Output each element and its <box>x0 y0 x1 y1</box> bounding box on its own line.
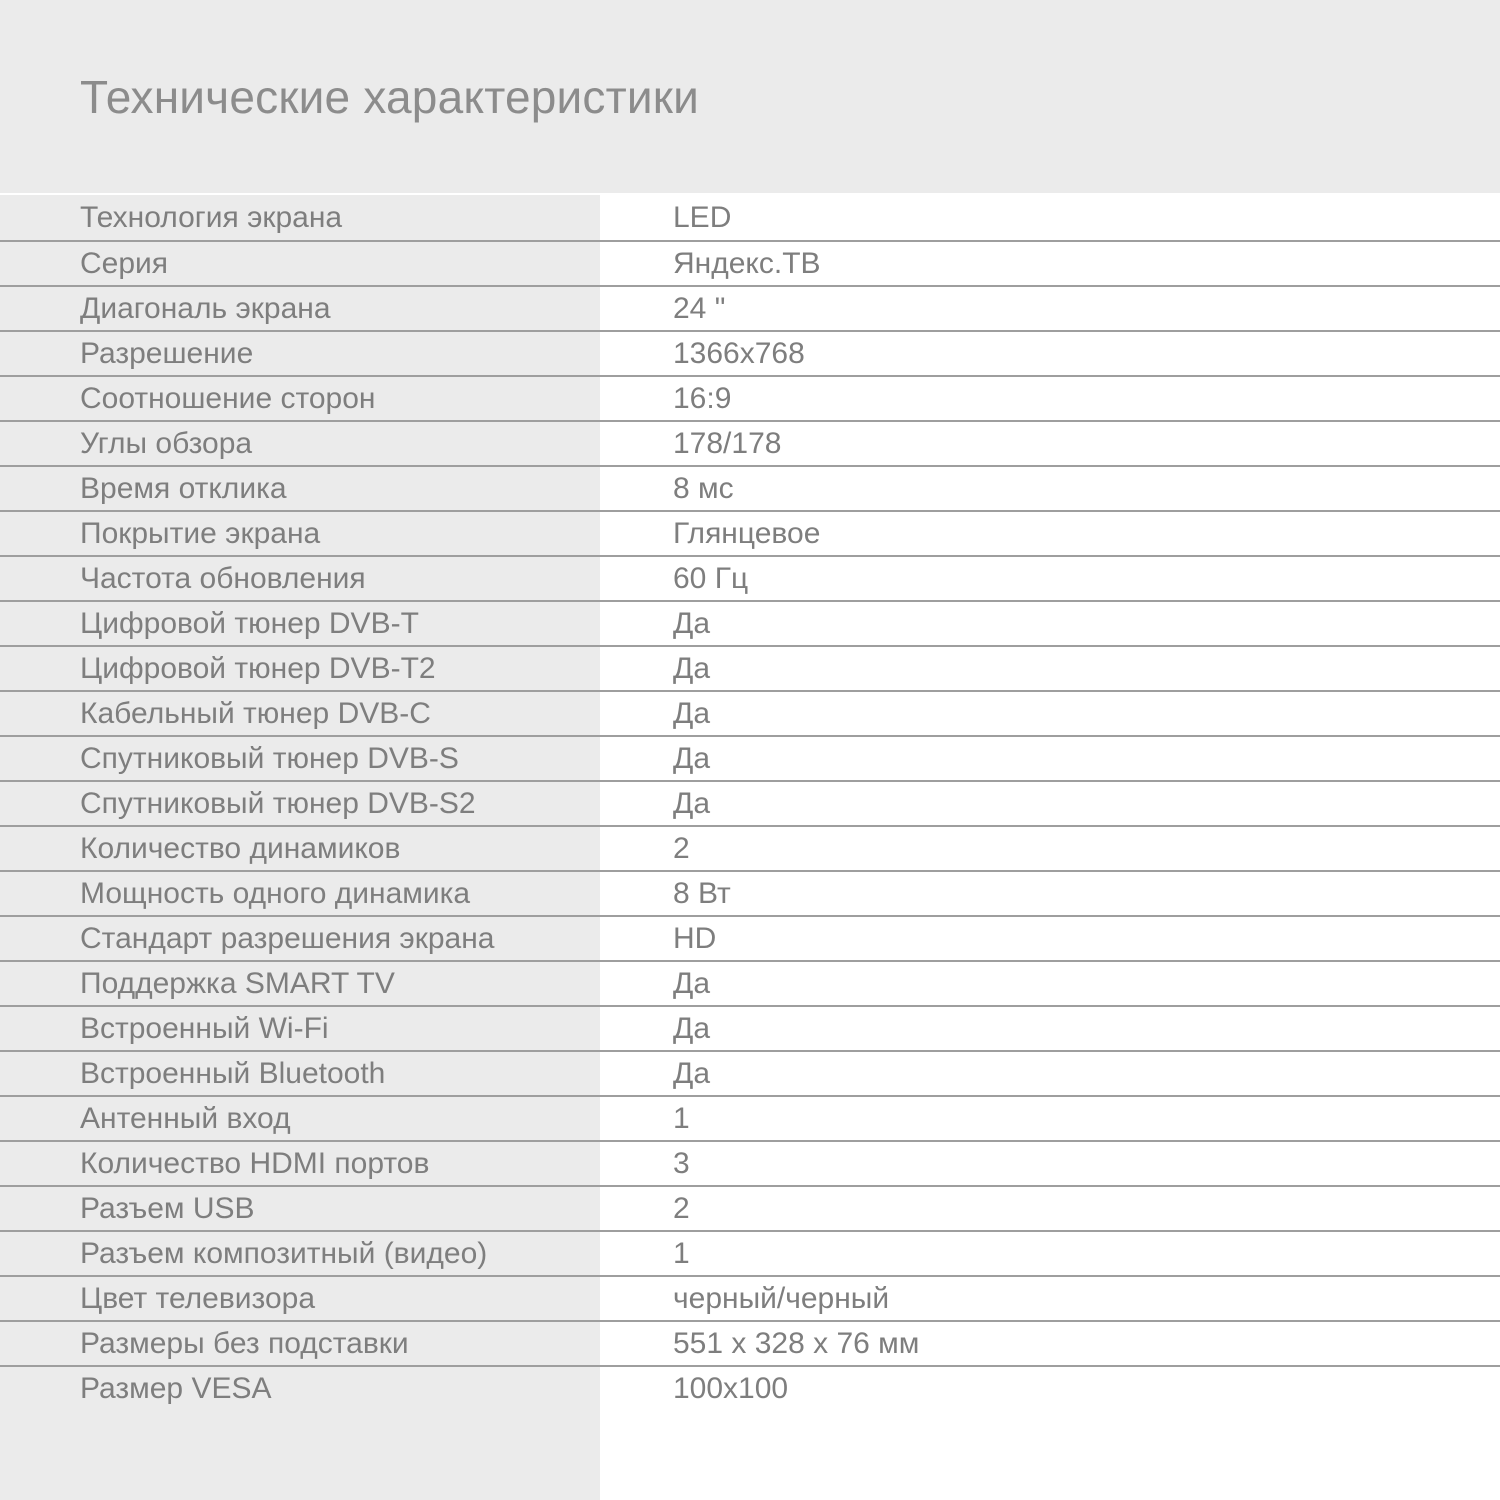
spec-value: 1 <box>673 1101 690 1135</box>
spec-row: Стандарт разрешения экрана HD <box>0 915 1500 960</box>
spec-row: Соотношение сторон 16:9 <box>0 375 1500 420</box>
spec-value: 8 мс <box>673 471 734 505</box>
spec-label: Спутниковый тюнер DVB-S <box>80 741 459 775</box>
spec-row: Частота обновления 60 Гц <box>0 555 1500 600</box>
spec-label: Технология экрана <box>80 200 343 234</box>
spec-value: 3 <box>673 1146 690 1180</box>
spec-row: Диагональ экрана 24 " <box>0 285 1500 330</box>
spec-value: 100x100 <box>673 1371 789 1405</box>
label-column-background <box>0 195 600 1500</box>
spec-value: Да <box>673 651 711 685</box>
spec-label: Мощность одного динамика <box>80 876 471 910</box>
spec-value: HD <box>673 921 717 955</box>
spec-value: Да <box>673 786 711 820</box>
spec-row: Спутниковый тюнер DVB-S Да <box>0 735 1500 780</box>
spec-value: Яндекс.ТВ <box>673 246 821 280</box>
spec-label: Количество HDMI портов <box>80 1146 430 1180</box>
spec-value: Да <box>673 741 711 775</box>
spec-value: 24 " <box>673 291 726 325</box>
spec-value: 551 x 328 x 76 мм <box>673 1326 920 1360</box>
spec-row: Количество динамиков 2 <box>0 825 1500 870</box>
spec-rows: Технология экрана LED Серия Яндекс.ТВ Диагон… <box>0 195 1500 1410</box>
spec-value: 16:9 <box>673 381 732 415</box>
spec-value: Да <box>673 1056 711 1090</box>
specs-table: Технология экрана LED Серия Яндекс.ТВ Диагон… <box>0 195 1500 1500</box>
spec-label: Разъем USB <box>80 1191 255 1225</box>
spec-row: Углы обзора 178/178 <box>0 420 1500 465</box>
spec-row: Встроенный Wi-Fi Да <box>0 1005 1500 1050</box>
spec-row: Покрытие экрана Глянцевое <box>0 510 1500 555</box>
spec-row: Цифровой тюнер DVB-T2 Да <box>0 645 1500 690</box>
spec-row: Количество HDMI портов 3 <box>0 1140 1500 1185</box>
spec-value: черный/черный <box>673 1281 890 1315</box>
spec-value: 1 <box>673 1236 690 1270</box>
spec-value: Да <box>673 606 711 640</box>
spec-label: Поддержка SMART TV <box>80 966 395 1000</box>
spec-label: Антенный вход <box>80 1101 291 1135</box>
spec-row: Спутниковый тюнер DVB-S2 Да <box>0 780 1500 825</box>
spec-label: Соотношение сторон <box>80 381 376 415</box>
spec-label: Стандарт разрешения экрана <box>80 921 495 955</box>
spec-label: Частота обновления <box>80 561 366 595</box>
spec-label: Количество динамиков <box>80 831 401 865</box>
spec-row: Поддержка SMART TV Да <box>0 960 1500 1005</box>
spec-row: Встроенный Bluetooth Да <box>0 1050 1500 1095</box>
spec-row: Разъем USB 2 <box>0 1185 1500 1230</box>
page-title: Технические характеристики <box>80 71 699 123</box>
spec-value: Да <box>673 966 711 1000</box>
spec-label: Размеры без подставки <box>80 1326 409 1360</box>
spec-value: Да <box>673 696 711 730</box>
spec-label: Кабельный тюнер DVB-C <box>80 696 431 730</box>
spec-value: 2 <box>673 1191 690 1225</box>
spec-label: Встроенный Bluetooth <box>80 1056 386 1090</box>
spec-row: Антенный вход 1 <box>0 1095 1500 1140</box>
spec-row: Разъем композитный (видео) 1 <box>0 1230 1500 1275</box>
spec-value: Да <box>673 1011 711 1045</box>
spec-label: Серия <box>80 246 169 280</box>
spec-label: Время отклика <box>80 471 287 505</box>
spec-row: Серия Яндекс.ТВ <box>0 240 1500 285</box>
spec-row: Время отклика 8 мс <box>0 465 1500 510</box>
spec-row: Кабельный тюнер DVB-C Да <box>0 690 1500 735</box>
spec-row: Размер VESA 100x100 <box>0 1365 1500 1410</box>
spec-label: Спутниковый тюнер DVB-S2 <box>80 786 476 820</box>
spec-value: 1366x768 <box>673 336 805 370</box>
spec-value: Глянцевое <box>673 516 821 550</box>
spec-value: 8 Вт <box>673 876 731 910</box>
spec-label: Углы обзора <box>80 426 253 460</box>
page-header: Технические характеристики <box>0 0 1500 193</box>
spec-label: Покрытие экрана <box>80 516 321 550</box>
spec-row: Разрешение 1366x768 <box>0 330 1500 375</box>
spec-label: Разрешение <box>80 336 254 370</box>
spec-label: Диагональ экрана <box>80 291 331 325</box>
spec-label: Встроенный Wi-Fi <box>80 1011 329 1045</box>
spec-label: Цифровой тюнер DVB-T2 <box>80 651 436 685</box>
spec-value: 2 <box>673 831 690 865</box>
spec-row: Цвет телевизора черный/черный <box>0 1275 1500 1320</box>
spec-row: Размеры без подставки 551 x 328 x 76 мм <box>0 1320 1500 1365</box>
spec-value: 60 Гц <box>673 561 749 595</box>
spec-value: LED <box>673 200 732 234</box>
spec-label: Разъем композитный (видео) <box>80 1236 488 1270</box>
spec-row: Мощность одного динамика 8 Вт <box>0 870 1500 915</box>
spec-row: Технология экрана LED <box>0 195 1500 240</box>
spec-value: 178/178 <box>673 426 782 460</box>
spec-label: Размер VESA <box>80 1371 272 1405</box>
spec-label: Цифровой тюнер DVB-T <box>80 606 419 640</box>
spec-row: Цифровой тюнер DVB-T Да <box>0 600 1500 645</box>
spec-label: Цвет телевизора <box>80 1281 316 1315</box>
